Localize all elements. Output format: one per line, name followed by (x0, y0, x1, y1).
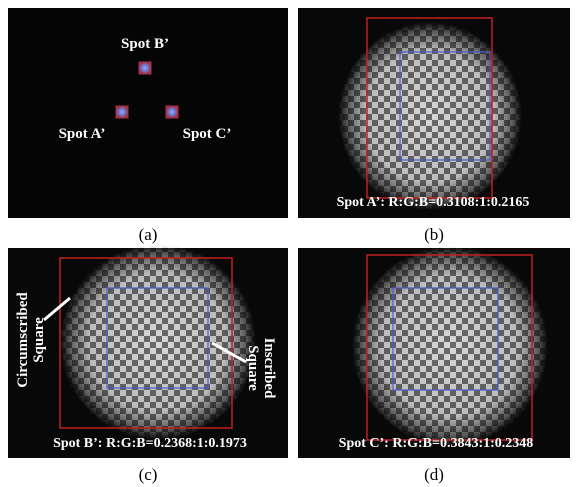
spot-image (352, 246, 548, 446)
spot-label: Spot C’ (183, 126, 232, 142)
spot (116, 106, 128, 118)
page: Spot B’ Spot A’ Spot C’ (a) Spot A’: R:G… (0, 0, 577, 487)
spot-image (60, 244, 256, 440)
spot-image (338, 22, 522, 210)
figure: Spot B’ Spot A’ Spot C’ (a) Spot A’: R:G… (0, 0, 577, 487)
caption: Spot C’: R:G:B=0.3843:1:0.2348 (339, 436, 534, 451)
panel-label: (d) (424, 465, 444, 484)
annotation: Square (245, 345, 261, 391)
caption: Spot B’: R:G:B=0.2368:1:0.1973 (53, 436, 247, 451)
panel-label: (b) (424, 225, 444, 244)
annotation: Inscribed (261, 338, 277, 400)
panel-label: (a) (139, 225, 158, 244)
caption: Spot A’: R:G:B=0.3108:1:0.2165 (337, 195, 530, 210)
spot (166, 106, 178, 118)
annotation: Circumscribed (15, 292, 31, 388)
annotation: Square (31, 317, 47, 363)
spot (139, 62, 151, 74)
spot-label: Spot B’ (121, 36, 169, 52)
panel-label: (c) (139, 465, 158, 484)
spot-label: Spot A’ (59, 126, 106, 142)
